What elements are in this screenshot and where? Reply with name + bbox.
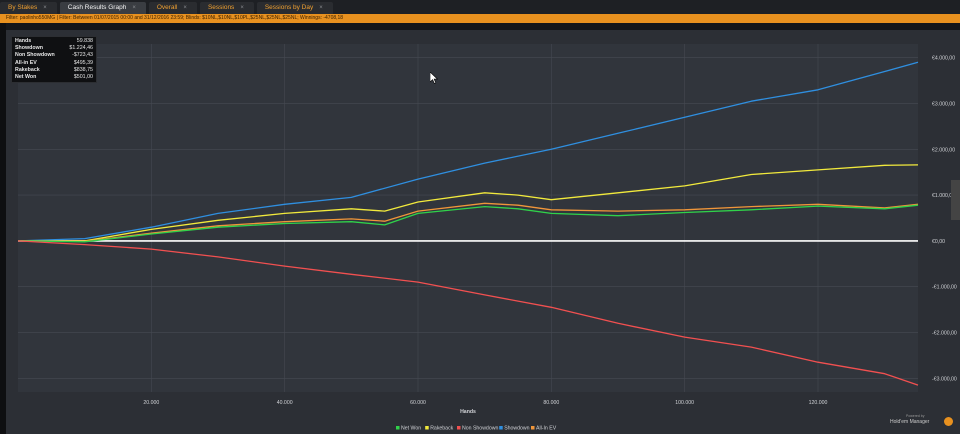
- series-line-non-showdown: [17, 240, 919, 386]
- tab-overall[interactable]: Overall ×: [148, 2, 197, 14]
- legend-swatch: [499, 426, 503, 430]
- tab-by-stakes[interactable]: By Stakes ×: [0, 2, 57, 14]
- stat-label: All-in EV: [15, 59, 37, 66]
- powered-by-text: Powered by: [906, 414, 925, 418]
- close-icon[interactable]: ×: [319, 5, 323, 11]
- y-tick-label: -€1.000,00: [932, 285, 957, 291]
- x-tick-label: 20.000: [143, 400, 159, 406]
- tab-label: Sessions by Day: [264, 4, 314, 11]
- stat-label: Hands: [15, 38, 32, 44]
- stat-label: Rakeback: [15, 66, 40, 73]
- stat-value: $495,39: [73, 59, 93, 66]
- legend-label: Rakeback: [430, 426, 453, 432]
- tab-label: Sessions: [207, 4, 235, 11]
- stat-value: $501,00: [73, 74, 93, 81]
- close-icon[interactable]: ×: [240, 5, 244, 11]
- stat-row-net-won: Net Won $501,00: [15, 74, 93, 81]
- x-tick-label: 60.000: [410, 400, 426, 406]
- results-graph-panel: €4.000,00 €3.000,00 €2.000,00 €1.000,00 €0,0…: [6, 30, 960, 434]
- y-tick-label: -€3.000,00: [932, 376, 957, 382]
- brand-badge: Powered by Hold'em Manager: [880, 414, 956, 430]
- x-axis-label: Hands: [460, 409, 476, 415]
- tab-label: Overall: [156, 4, 178, 11]
- left-panel-edge: [0, 23, 6, 434]
- legend-label: Non Showdown: [462, 426, 498, 432]
- legend-swatch: [457, 426, 461, 430]
- series-line-showdown: [17, 61, 919, 242]
- close-icon[interactable]: ×: [43, 5, 47, 11]
- legend-label: All-In EV: [536, 426, 557, 432]
- stat-value: $1.224,46: [69, 45, 93, 52]
- stats-summary-table: Hands 59.838 Showdown $1.224,46 Non Showdo…: [11, 36, 97, 84]
- close-icon[interactable]: ×: [132, 5, 136, 11]
- stat-value: -$723,43: [72, 52, 93, 59]
- x-tick-label: 80.000: [543, 400, 559, 406]
- legend-label: Net Won: [401, 426, 421, 432]
- legend-swatch: [531, 426, 535, 430]
- brand-name: Hold'em Manager: [890, 419, 930, 425]
- plot-area: [18, 44, 918, 392]
- stat-value: $838,75: [73, 66, 93, 73]
- stat-row-hands: Hands 59.838: [15, 38, 93, 45]
- y-tick-label: €0,00: [932, 239, 945, 245]
- tab-sessions-by-day[interactable]: Sessions by Day ×: [256, 2, 333, 14]
- tab-label: Cash Results Graph: [67, 4, 127, 11]
- x-tick-label: 100.000: [675, 400, 694, 406]
- legend-label: Showdown: [504, 426, 529, 432]
- series-line-all-in-ev: [17, 202, 919, 243]
- stat-label: Showdown: [15, 45, 43, 52]
- stat-label: Net Won: [15, 74, 37, 81]
- stat-row-showdown: Showdown $1.224,46: [15, 45, 93, 52]
- y-tick-label: -€2.000,00: [932, 330, 957, 336]
- tab-label: By Stakes: [8, 4, 38, 11]
- y-tick-label: €4.000,00: [932, 56, 955, 62]
- stat-row-non-showdown: Non Showdown -$723,43: [15, 52, 93, 59]
- legend-swatch: [396, 426, 400, 430]
- x-tick-label: 120.000: [809, 400, 828, 406]
- series-line-rakeback: [18, 164, 919, 242]
- stat-label: Non Showdown: [15, 52, 55, 59]
- results-line-chart[interactable]: €4.000,00 €3.000,00 €2.000,00 €1.000,00 €0,0…: [6, 30, 960, 434]
- holdem-manager-logo-icon: [944, 417, 953, 426]
- stat-row-rakeback: Rakeback $838,75: [15, 67, 93, 74]
- filter-bar[interactable]: Filter: paolinho550MG | Filter: Between …: [0, 14, 960, 23]
- legend-swatch: [425, 426, 429, 430]
- stat-value: 59.838: [76, 38, 93, 44]
- y-tick-label: €1.000,00: [932, 193, 955, 199]
- stat-row-all-in-ev: All-in EV $495,39: [15, 60, 93, 67]
- series-line-net-won: [17, 204, 919, 243]
- tab-cash-results-graph[interactable]: Cash Results Graph ×: [59, 2, 146, 14]
- mouse-cursor-icon: [430, 72, 438, 84]
- tab-sessions[interactable]: Sessions ×: [199, 2, 254, 14]
- y-tick-label: €2.000,00: [932, 147, 955, 153]
- tab-bar: By Stakes × Cash Results Graph × Overall × …: [0, 0, 960, 14]
- scrollbar[interactable]: [951, 180, 960, 220]
- x-tick-label: 40.000: [277, 400, 293, 406]
- y-tick-label: €3.000,00: [932, 102, 955, 108]
- close-icon[interactable]: ×: [183, 5, 187, 11]
